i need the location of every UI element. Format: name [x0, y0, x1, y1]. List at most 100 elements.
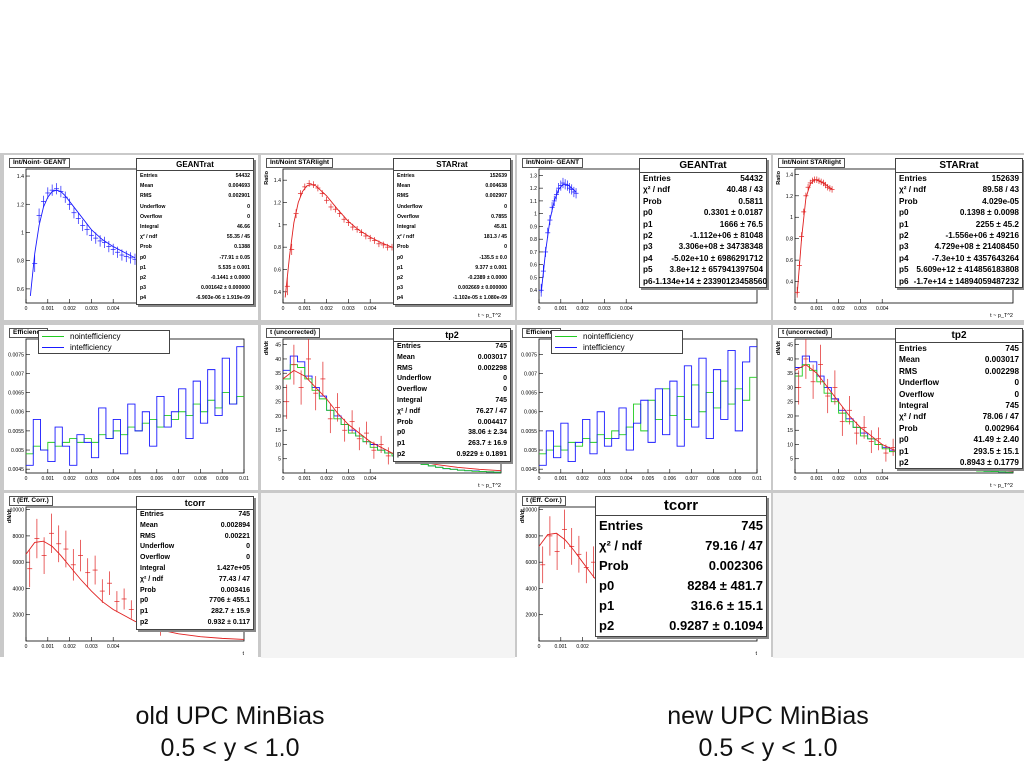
stats-key: Overflow — [397, 386, 427, 394]
x-tick-label: 0 — [282, 306, 285, 312]
data-point — [92, 555, 98, 585]
stats-value: 40.48 / 43 — [726, 185, 763, 195]
plot-pad: 0.0045 0.005 0.0055 0.006 0.0065 0.007 0.0075 0… — [4, 325, 258, 490]
stats-key: Integral — [397, 224, 416, 231]
x-tick-label: 0.01 — [239, 476, 249, 482]
x-tick-label: 0.007 — [172, 476, 185, 482]
stats-key: p4 — [643, 253, 653, 263]
stats-title: STARrat — [896, 159, 1022, 173]
x-tick-label: 0.002 — [63, 306, 76, 312]
pad-title: t (Eff. Corr.) — [522, 496, 566, 506]
stats-row: Entries 745 — [596, 516, 766, 536]
x-tick-label: 0.003 — [342, 306, 355, 312]
stats-key: Prob — [397, 418, 413, 426]
data-point — [71, 207, 77, 219]
stats-row: p6 -1.134e+14 ± 23390123458560 — [640, 276, 767, 287]
stats-value: 282.7 ± 15.9 — [211, 608, 250, 616]
stats-key: RMS — [140, 532, 156, 540]
stats-key: p0 — [397, 429, 406, 437]
pad-title: t (uncorrected) — [778, 328, 832, 338]
stats-row: p1 5.535 ± 0.001 — [137, 263, 253, 273]
plot-pad: 0.4 0.6 0.8 1 1.2 1.4 0 0.001 0.002 0.003 0.004 t ~… — [261, 155, 515, 320]
stats-value: 263.7 ± 16.9 — [468, 440, 507, 448]
data-point — [839, 407, 845, 436]
x-tick-label: 0 — [25, 644, 28, 650]
stats-row: Prob 0.5811 — [640, 196, 766, 207]
stats-value: 745 — [1005, 344, 1019, 353]
data-point — [540, 546, 546, 584]
y-axis-label: dN/dt — [776, 341, 782, 355]
stats-value: 152639 — [991, 174, 1019, 183]
y-tick-label: 35 — [787, 371, 793, 377]
canvas-grid: 0.6 0.8 1 1.2 1.4 0 0.001 0.002 0.003 0.004 Int/No… — [0, 153, 1024, 658]
x-tick-label: 0.001 — [299, 306, 312, 312]
legend-entry: intefficiency — [552, 342, 682, 353]
stats-key: Integral — [397, 396, 423, 404]
stats-row: p2 0.932 ± 0.117 — [137, 618, 253, 629]
stats-key: p2 — [599, 618, 615, 633]
data-point — [106, 571, 112, 596]
x-axis-label: t — [242, 651, 244, 657]
data-point — [803, 339, 809, 379]
stats-row: p5 5.609e+12 ± 414856183808 — [896, 264, 1022, 275]
data-point — [562, 509, 568, 550]
data-point — [825, 378, 831, 414]
stats-row: Entries 745 — [896, 343, 1022, 354]
data-point — [385, 447, 391, 465]
stats-row: p2 0.9287 ± 0.1094 — [596, 616, 766, 636]
stats-key: Prob — [899, 196, 918, 206]
stats-value: 0.002298 — [477, 364, 507, 372]
caption-right-line1: new UPC MinBias — [667, 702, 869, 730]
data-point — [291, 344, 297, 385]
plot-svg: 0.6 0.8 1 1.2 1.4 0 0.001 0.002 0.003 0.004 — [17, 168, 245, 312]
stats-value: 2255 ± 45.2 — [975, 219, 1019, 229]
stats-row: p1 2255 ± 45.2 — [896, 219, 1022, 230]
x-tick-label: 0.001 — [42, 476, 55, 482]
y-tick-label: 0.8 — [17, 259, 24, 265]
y-axis-label: Ratio — [264, 170, 270, 184]
y-tick-label: 0.0065 — [8, 391, 24, 397]
x-tick-label: 0.009 — [216, 476, 229, 482]
stats-key: Entries — [643, 174, 671, 183]
stats-value: 0 — [1014, 378, 1019, 388]
stats-row: p1 263.7 ± 16.9 — [394, 439, 510, 450]
stats-value: 0.003416 — [220, 586, 250, 594]
stats-key: Integral — [140, 224, 159, 231]
stats-row: Underflow 0 — [394, 202, 510, 212]
stats-key: p5 — [899, 265, 909, 275]
stats-key: Underflow — [899, 378, 940, 388]
stats-value: 0 — [246, 543, 250, 551]
stats-title: tp2 — [896, 329, 1022, 343]
stats-key: RMS — [397, 193, 409, 200]
stats-box: tcorr Entries 745 Mean 0.002894 RMS 0.00221 Und… — [136, 496, 254, 630]
stats-value: 5.535 ± 0.001 — [218, 264, 250, 271]
caption-left-line1: old UPC MinBias — [135, 702, 325, 730]
stats-value: 745 — [495, 396, 507, 404]
data-point — [110, 243, 116, 256]
stats-key: p6 — [899, 276, 909, 286]
stats-row: p1 316.6 ± 15.1 — [596, 596, 766, 616]
y-tick-label: 0.8 — [786, 237, 793, 243]
stats-key: p0 — [599, 578, 615, 593]
legend-label: intefficiency — [583, 343, 625, 352]
y-tick-label: 0.6 — [17, 287, 24, 293]
legend-label: nointefficiency — [583, 332, 634, 341]
stats-row: RMS 0.00221 — [137, 532, 253, 543]
stats-row: Integral 745 — [896, 400, 1022, 411]
stats-value: 0 — [247, 203, 250, 210]
legend-swatch — [555, 336, 577, 337]
stats-key: p2 — [899, 231, 909, 241]
stats-key: Entries — [599, 518, 644, 533]
fit-curve — [796, 179, 833, 295]
stats-key: Underflow — [140, 543, 175, 551]
data-point — [128, 600, 134, 619]
legend-label: intefficiency — [70, 343, 112, 352]
x-tick-label: 0 — [538, 306, 541, 312]
stats-row: Underflow 0 — [394, 374, 510, 385]
stats-value: -1.102e-05 ± 1.080e-09 — [452, 295, 507, 302]
fit-curve — [540, 183, 577, 293]
stats-value: 0.004417 — [477, 418, 507, 426]
stats-box: GEANTrat Entries 54432 χ² / ndf 40.48 / 43 Pr… — [639, 158, 767, 289]
data-point — [883, 444, 889, 462]
stats-box: tp2 Entries 745 Mean 0.003017 RMS 0.002298 Unde… — [393, 328, 511, 462]
